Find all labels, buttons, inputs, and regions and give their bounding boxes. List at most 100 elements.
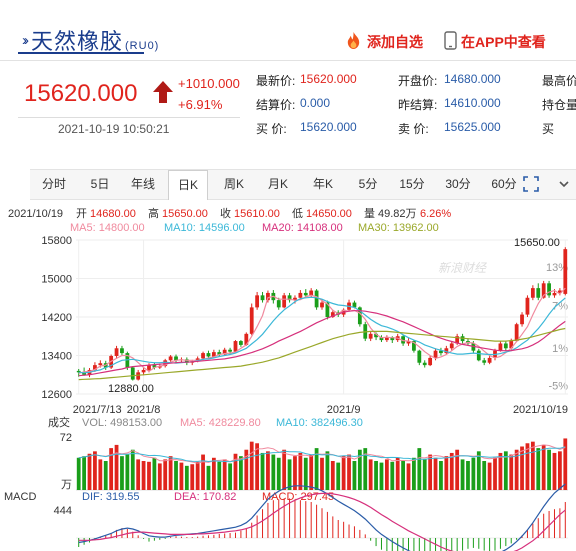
vol-legend-ma10: MA10: 382496.30 bbox=[276, 417, 363, 429]
candle bbox=[184, 359, 189, 363]
volume-bar bbox=[422, 459, 427, 490]
tab-7[interactable]: 5分 bbox=[358, 177, 378, 191]
volume-bar bbox=[244, 449, 249, 490]
view-in-app-button[interactable]: 在APP中查看 bbox=[444, 31, 546, 52]
volume-bar bbox=[336, 462, 341, 490]
candle bbox=[417, 350, 422, 363]
volume-bar bbox=[82, 456, 87, 490]
period-tabs: 分时 5日 年线 日K 周K 月K 年K 5分 15分 30分 60分 bbox=[30, 169, 576, 200]
tab-9[interactable]: 30分 bbox=[445, 177, 471, 191]
y-tick-label: 13400 bbox=[41, 351, 72, 363]
volume-bar bbox=[341, 456, 346, 490]
volume-bar bbox=[384, 459, 389, 490]
candle bbox=[412, 341, 416, 351]
x-tick-label: 2021/9 bbox=[327, 404, 361, 416]
volume-bar bbox=[552, 452, 557, 490]
candle bbox=[287, 295, 292, 301]
up-arrow-icon bbox=[153, 81, 173, 103]
candle bbox=[98, 363, 103, 366]
volume-bar bbox=[433, 457, 438, 490]
info-date: 2021/10/19 bbox=[8, 208, 63, 220]
y-tick-label: 14200 bbox=[41, 312, 72, 324]
volume-bar bbox=[222, 459, 227, 490]
chevron-down-icon[interactable] bbox=[558, 175, 570, 193]
tab-10[interactable]: 60分 bbox=[491, 177, 517, 191]
tab-0[interactable]: 分时 bbox=[41, 177, 66, 191]
macd-legend-dea: DEA: 170.82 bbox=[174, 491, 236, 503]
info-high-label: 高 bbox=[148, 206, 159, 220]
volume-bar bbox=[93, 451, 97, 490]
info-vol-label: 量 bbox=[364, 207, 375, 220]
candle bbox=[422, 362, 427, 366]
volume-bar bbox=[206, 465, 211, 490]
ma-legend-item: MA20: 14108.00 bbox=[262, 222, 343, 234]
tab-2[interactable]: 年线 bbox=[130, 177, 155, 191]
volume-bar bbox=[282, 449, 287, 490]
candle bbox=[136, 372, 141, 380]
volume-bar bbox=[557, 451, 562, 490]
tab-6[interactable]: 年K bbox=[312, 177, 333, 191]
volume-bar bbox=[152, 457, 157, 490]
candle bbox=[174, 356, 178, 361]
candle bbox=[455, 336, 460, 344]
ma5-line bbox=[78, 287, 566, 374]
volume-bar bbox=[466, 461, 470, 490]
tab-1[interactable]: 5日 bbox=[90, 177, 110, 191]
info-high: 15650.00 bbox=[162, 208, 208, 220]
volume-bar bbox=[125, 454, 130, 490]
candle bbox=[282, 295, 287, 308]
volume-bar bbox=[211, 457, 216, 490]
candle bbox=[303, 292, 308, 296]
quote-value: 15620.000 bbox=[300, 120, 357, 134]
volume-bar bbox=[352, 461, 357, 490]
candle bbox=[217, 352, 222, 355]
tab-5[interactable]: 月K bbox=[267, 177, 288, 191]
candle bbox=[276, 300, 281, 308]
volume-bar bbox=[357, 449, 362, 490]
candle bbox=[211, 352, 216, 357]
volume-bar bbox=[103, 461, 108, 490]
volume-bar bbox=[536, 448, 541, 490]
volume-bar bbox=[460, 459, 465, 490]
vol-ma5-line bbox=[78, 444, 566, 464]
volume-bar bbox=[293, 456, 297, 490]
ma-legend-item: MA10: 14596.00 bbox=[164, 222, 245, 234]
candle bbox=[563, 249, 568, 294]
candle bbox=[379, 337, 384, 341]
volume-bar bbox=[249, 441, 254, 490]
candle bbox=[233, 341, 238, 352]
info-open: 14680.00 bbox=[90, 208, 136, 220]
macd-axis-top: 444 bbox=[54, 505, 72, 517]
fullscreen-icon[interactable] bbox=[522, 175, 540, 193]
volume-bar bbox=[255, 443, 260, 490]
candle bbox=[82, 372, 87, 375]
volume-bar bbox=[190, 464, 195, 490]
volume-bar bbox=[325, 451, 330, 490]
y-tick-label: 12600 bbox=[41, 389, 72, 401]
quote-label: 最新价: bbox=[256, 74, 296, 88]
volume-bar bbox=[228, 463, 232, 490]
info-low-label: 低 bbox=[292, 207, 303, 220]
candle bbox=[120, 348, 124, 354]
volume-bar bbox=[417, 448, 422, 490]
add-watchlist-button[interactable]: 添加自选 bbox=[344, 31, 423, 52]
candle bbox=[471, 343, 476, 351]
info-vol: 49.82万 bbox=[378, 208, 417, 220]
quote-value: 15625.000 bbox=[444, 120, 501, 134]
tab-8[interactable]: 15分 bbox=[399, 177, 425, 191]
tab-4[interactable]: 周K bbox=[223, 177, 244, 191]
tab-3[interactable]: 日K bbox=[168, 170, 208, 200]
candle bbox=[244, 333, 249, 345]
candle bbox=[368, 333, 373, 339]
product-name: 天然橡胶 bbox=[31, 29, 124, 54]
candle bbox=[330, 312, 335, 317]
vol-axis-top: 72 bbox=[60, 432, 72, 444]
vol-legend-ma5: MA5: 428229.80 bbox=[180, 417, 261, 429]
double-chevron-icon: ›› bbox=[22, 32, 29, 49]
candle bbox=[476, 350, 481, 361]
candle bbox=[401, 336, 405, 344]
view-in-app-label: 在APP中查看 bbox=[461, 34, 546, 50]
price-change: +1010.000 bbox=[178, 76, 240, 91]
volume-bar bbox=[309, 454, 314, 490]
